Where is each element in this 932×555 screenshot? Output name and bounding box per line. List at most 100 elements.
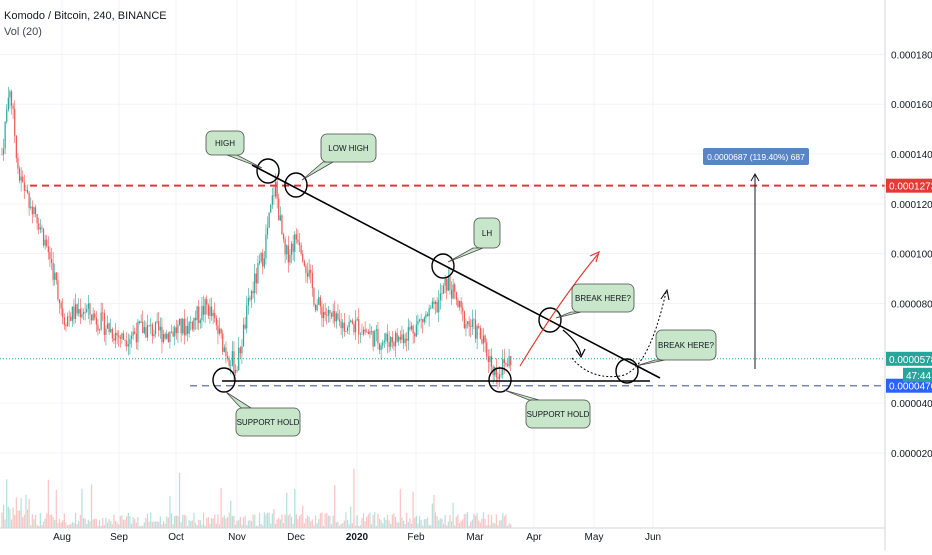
candle-body-4 bbox=[7, 97, 9, 110]
volume-bar-210 bbox=[337, 521, 339, 528]
candle-body-181 bbox=[290, 243, 293, 255]
volume-bar-261 bbox=[418, 516, 421, 528]
candle-body-203 bbox=[326, 314, 328, 316]
volume-bar-51 bbox=[82, 518, 85, 528]
candle-body-281 bbox=[450, 289, 453, 299]
volume-bar-142 bbox=[228, 512, 230, 528]
candle-body-7 bbox=[12, 105, 14, 109]
candle-body-16 bbox=[26, 189, 29, 193]
x-tick-label-6: Feb bbox=[407, 532, 425, 543]
candle-body-270 bbox=[433, 301, 435, 304]
candle-body-89 bbox=[143, 327, 145, 334]
volume-bar-127 bbox=[204, 525, 206, 528]
low-high-circle bbox=[284, 172, 308, 198]
volume-bar-318 bbox=[510, 524, 512, 528]
candle-body-113 bbox=[182, 318, 184, 334]
volume-bar-223 bbox=[358, 525, 360, 528]
volume-bar-58 bbox=[94, 518, 96, 528]
volume-bar-182 bbox=[292, 524, 294, 528]
volume-bar-107 bbox=[172, 524, 174, 528]
candle-body-87 bbox=[140, 321, 142, 323]
volume-bar-152 bbox=[244, 515, 246, 528]
candle-body-291 bbox=[466, 321, 469, 325]
candle-body-182 bbox=[292, 243, 294, 252]
volume-bar-278 bbox=[446, 525, 448, 528]
candle-body-36 bbox=[58, 299, 61, 303]
candle-body-73 bbox=[118, 335, 120, 338]
volume-bar-3 bbox=[6, 479, 8, 528]
volume-bar-272 bbox=[436, 516, 438, 528]
x-tick-label-10: Jun bbox=[645, 532, 661, 543]
candle-body-239 bbox=[383, 340, 385, 343]
candle-body-309 bbox=[495, 367, 497, 378]
volume-bar-294 bbox=[471, 519, 473, 528]
candle-body-50 bbox=[81, 313, 83, 318]
candle-body-300 bbox=[481, 338, 483, 344]
volume-bar-289 bbox=[463, 514, 465, 528]
candle-body-122 bbox=[196, 306, 198, 321]
candle-body-144 bbox=[231, 351, 233, 366]
candle-body-104 bbox=[167, 333, 169, 342]
candle-body-243 bbox=[390, 337, 392, 347]
volume-bar-230 bbox=[369, 512, 371, 528]
volume-bar-73 bbox=[118, 524, 120, 528]
candle-body-92 bbox=[148, 325, 150, 326]
volume-bar-119 bbox=[191, 520, 193, 528]
candle-body-9 bbox=[15, 135, 17, 158]
candle-body-301 bbox=[482, 335, 485, 344]
volume-bar-148 bbox=[238, 520, 240, 528]
volume-bar-48 bbox=[78, 521, 80, 528]
candle-body-267 bbox=[428, 308, 430, 317]
candle-body-47 bbox=[76, 304, 78, 314]
volume-bar-6 bbox=[10, 519, 13, 528]
volume-bar-143 bbox=[230, 500, 232, 528]
candle-body-149 bbox=[239, 347, 241, 354]
volume-bar-238 bbox=[382, 523, 384, 528]
candle-body-101 bbox=[162, 333, 165, 343]
volume-bar-81 bbox=[130, 523, 133, 528]
volume-bar-274 bbox=[439, 518, 441, 528]
volume-bar-309 bbox=[495, 514, 497, 528]
volume-bar-145 bbox=[233, 515, 235, 528]
candle-body-164 bbox=[263, 258, 265, 267]
volume-bar-83 bbox=[134, 518, 136, 528]
volume-bar-39 bbox=[63, 513, 65, 528]
candle-body-240 bbox=[385, 333, 387, 341]
candle-body-173 bbox=[278, 198, 280, 221]
volume-bar-98 bbox=[158, 521, 160, 528]
candle-body-44 bbox=[71, 306, 73, 321]
volume-bar-222 bbox=[356, 515, 358, 528]
candle-body-216 bbox=[346, 327, 349, 332]
candle-body-198 bbox=[318, 297, 320, 305]
volume-bar-28 bbox=[46, 513, 48, 528]
volume-bar-89 bbox=[143, 522, 145, 528]
volume-bar-292 bbox=[468, 525, 470, 528]
volume-bar-257 bbox=[412, 491, 414, 528]
volume-bar-175 bbox=[281, 514, 283, 528]
candle-body-55 bbox=[89, 303, 91, 315]
candle-body-207 bbox=[332, 311, 334, 317]
candle-body-225 bbox=[361, 333, 363, 335]
candle-body-171 bbox=[274, 181, 277, 197]
candle-body-275 bbox=[441, 293, 443, 295]
volume-bar-200 bbox=[321, 512, 323, 528]
volume-bar-215 bbox=[345, 512, 347, 528]
callout-5-pointer bbox=[225, 391, 253, 409]
callout-2-pointer bbox=[447, 247, 484, 263]
candle-body-157 bbox=[252, 291, 254, 294]
volume-bar-61 bbox=[98, 519, 101, 528]
volume-bar-280 bbox=[449, 515, 451, 528]
volume-bar-11 bbox=[18, 510, 21, 528]
candle-body-234 bbox=[375, 329, 377, 331]
volume-bar-315 bbox=[505, 514, 507, 528]
candle-body-293 bbox=[470, 326, 472, 327]
volume-bar-304 bbox=[487, 514, 489, 528]
volume-bar-282 bbox=[452, 502, 454, 528]
candle-body-217 bbox=[348, 321, 350, 328]
candle-body-179 bbox=[287, 245, 289, 263]
break-circle-2 bbox=[615, 358, 639, 384]
volume-bar-33 bbox=[54, 519, 56, 528]
candle-body-180 bbox=[289, 254, 291, 263]
